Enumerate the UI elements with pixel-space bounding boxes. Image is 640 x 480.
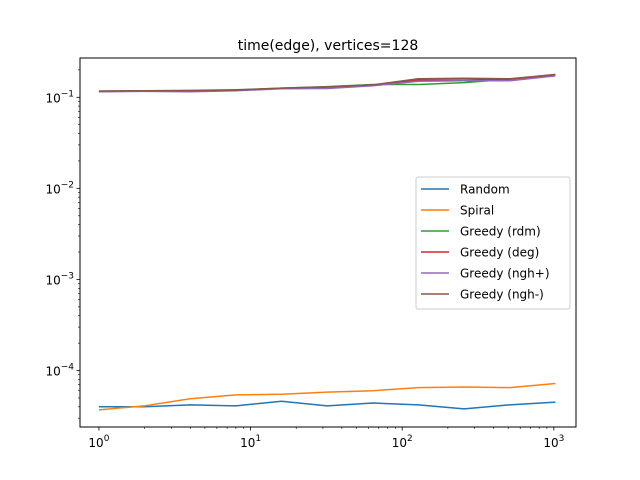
y-tick-label: 10−4 — [45, 363, 74, 379]
y-tick-label: 10−1 — [45, 89, 74, 105]
legend-label: Spiral — [460, 204, 494, 218]
x-tick-label: 101 — [240, 434, 261, 450]
y-axis: 10−4 10−3 10−2 10−1 — [45, 69, 80, 419]
x-tick-label: 102 — [392, 434, 413, 450]
legend-label: Greedy (ngh-) — [460, 288, 544, 302]
y-tick-label: 10−2 — [45, 180, 74, 196]
series-line-4 — [98, 75, 556, 93]
series-line-5 — [98, 73, 556, 92]
y-tick-label: 10−3 — [45, 271, 74, 287]
legend-box — [415, 176, 571, 310]
x-tick-label: 100 — [88, 434, 109, 450]
plot-lines — [98, 73, 556, 411]
legend: Random Spiral Greedy (rdm) Greedy (deg) Gree… — [415, 176, 571, 310]
legend-label: Greedy (ngh+) — [460, 267, 550, 281]
series-line-1 — [98, 382, 556, 411]
series-line-0 — [98, 400, 556, 410]
chart-title: time(edge), vertices=128 — [238, 38, 419, 54]
axes-frame — [79, 57, 577, 428]
x-tick-label: 103 — [543, 434, 564, 450]
legend-label: Random — [460, 183, 510, 197]
x-axis: 100 101 102 103 — [88, 427, 564, 450]
legend-label: Greedy (deg) — [460, 246, 539, 260]
legend-label: Greedy (rdm) — [460, 225, 541, 239]
